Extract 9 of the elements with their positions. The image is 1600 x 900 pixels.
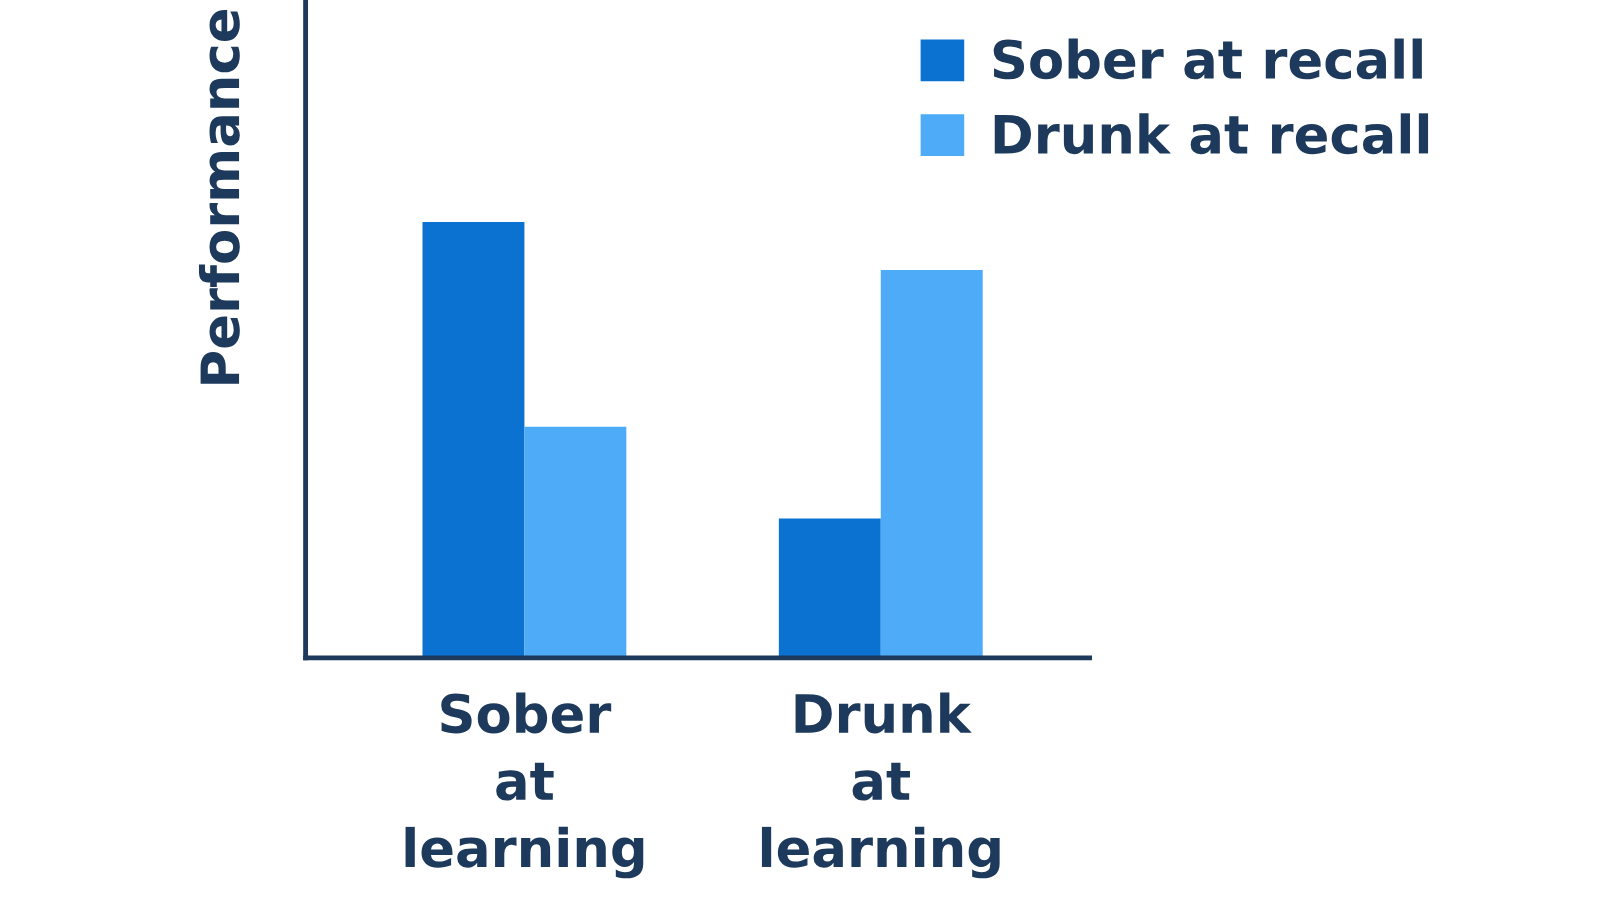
x-tick-label: Sober at learning (405, 692, 644, 879)
x-tick-label: Drunk at learning (761, 692, 1000, 879)
bar (524, 426, 627, 658)
bar (422, 221, 525, 658)
legend-label: Drunk at recall (994, 113, 1429, 155)
bar (880, 269, 983, 658)
bar (778, 518, 881, 658)
legend-label: Sober at recall (993, 38, 1422, 80)
y-axis-title: Performance (198, 10, 240, 384)
